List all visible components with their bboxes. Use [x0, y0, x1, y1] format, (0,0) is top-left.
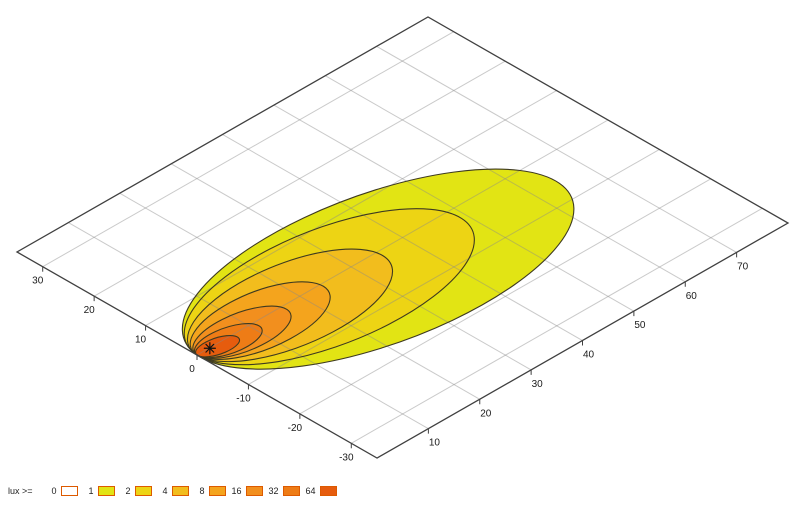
- legend-swatch: [97, 486, 115, 496]
- x-tick-label: 20: [480, 408, 492, 419]
- legend-swatch: [171, 486, 189, 496]
- grid-line: [94, 61, 505, 296]
- legend-item-lux-2: 2: [115, 486, 152, 496]
- grid-line: [248, 149, 659, 384]
- legend-value: 0: [51, 486, 57, 496]
- legend-value: 16: [231, 486, 242, 496]
- legend-value: 2: [125, 486, 131, 496]
- x-tick-label: 50: [634, 320, 646, 331]
- grid-line: [351, 208, 762, 443]
- legend-swatch: [319, 486, 337, 496]
- grid-line: [377, 46, 737, 252]
- grid-line: [120, 193, 480, 399]
- legend-title: lux >=: [8, 486, 33, 496]
- x-tick-label: 30: [532, 379, 544, 390]
- y-tick-label: 0: [189, 364, 195, 375]
- legend: lux >= 0 1 2 4 8 16 32 64: [8, 486, 337, 496]
- legend-value: 32: [268, 486, 279, 496]
- x-tick-label: 70: [737, 261, 749, 272]
- grid-line: [43, 32, 454, 267]
- legend-value: 64: [305, 486, 316, 496]
- legend-item-lux-4: 4: [152, 486, 189, 496]
- luminaire-marker: [203, 342, 216, 355]
- legend-item-lux-1: 1: [78, 486, 115, 496]
- legend-swatch: [282, 486, 300, 496]
- grid-line: [68, 223, 428, 429]
- legend-swatch: [208, 486, 226, 496]
- grid-line: [274, 105, 634, 311]
- y-tick-label: 10: [135, 335, 147, 346]
- y-tick-label: 30: [32, 276, 44, 287]
- legend-item-lux-32: 32: [263, 486, 300, 496]
- y-tick-label: -10: [236, 393, 251, 404]
- grid-line: [300, 179, 711, 414]
- legend-item-lux-16: 16: [226, 486, 263, 496]
- legend-swatch: [245, 486, 263, 496]
- y-tick-label: -30: [339, 452, 354, 463]
- isolux-plot-canvas: 30 20 10 0 -10 -20 -30 10 20 30 40 50 60 70: [0, 0, 800, 463]
- grid-line: [222, 134, 582, 340]
- legend-value: 8: [199, 486, 205, 496]
- x-tick-label: 40: [583, 350, 595, 361]
- legend-value: 4: [162, 486, 168, 496]
- legend-item-lux-8: 8: [189, 486, 226, 496]
- legend-value: 1: [88, 486, 94, 496]
- plot-border: [17, 17, 788, 458]
- x-tick-label: 10: [429, 438, 441, 449]
- legend-item-lux-0: 0: [41, 486, 78, 496]
- y-tick-label: 20: [84, 305, 96, 316]
- grid-line: [171, 164, 531, 370]
- legend-swatch: [134, 486, 152, 496]
- legend-item-lux-64: 64: [300, 486, 337, 496]
- grid-line: [325, 76, 685, 282]
- grid-line: [197, 120, 608, 355]
- y-tick-label: -20: [288, 423, 303, 434]
- x-tick-label: 60: [686, 291, 698, 302]
- legend-swatch: [60, 486, 78, 496]
